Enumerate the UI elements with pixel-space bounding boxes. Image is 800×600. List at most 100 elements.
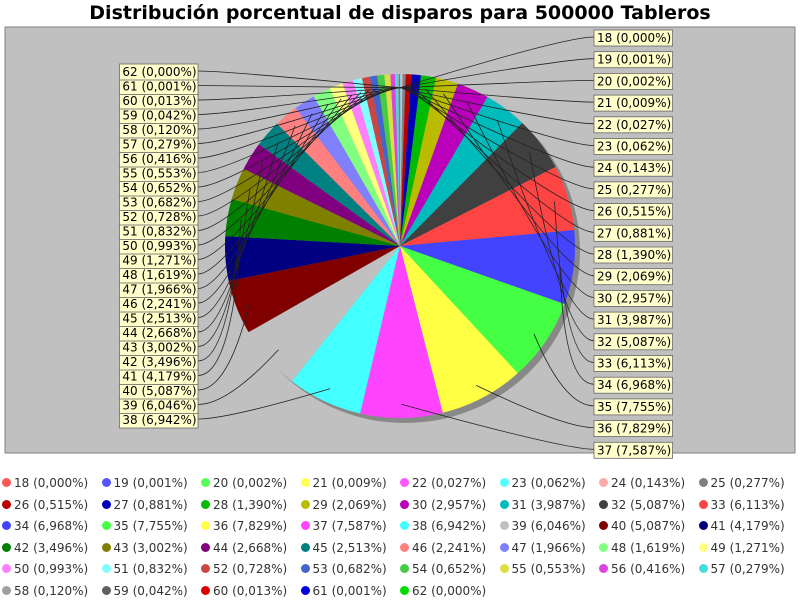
pie-slice-53[interactable] xyxy=(369,75,400,247)
slice-label-42: 42 (3,496%) xyxy=(119,353,199,371)
legend-item-33: 33 (6,113%) xyxy=(698,498,785,512)
pie-slice-41[interactable] xyxy=(225,236,400,282)
legend-item-47: 47 (1,966%) xyxy=(499,541,586,555)
pie-slice-48[interactable] xyxy=(313,88,400,246)
leader-line-33 xyxy=(554,201,595,363)
pie-slice-58[interactable] xyxy=(398,74,400,246)
pie-slice-29[interactable] xyxy=(400,77,458,246)
legend-item-62: 62 (0,000%) xyxy=(400,584,486,598)
legend-swatch xyxy=(499,564,509,574)
pie-slice-54[interactable] xyxy=(377,74,400,246)
legend-label: 60 (0,013%) xyxy=(213,584,288,598)
slice-label-51: 51 (0,832%) xyxy=(119,223,199,240)
legend-swatch xyxy=(698,542,708,552)
legend-label: 30 (2,957%) xyxy=(412,497,487,512)
legend-label: 26 (0,515%) xyxy=(14,497,89,512)
legend-label: 57 (0,279%) xyxy=(710,562,785,577)
legend-item-49: 49 (1,271%) xyxy=(698,541,785,555)
legend-swatch xyxy=(698,499,708,509)
slice-label-text: 60 (0,013%) xyxy=(122,94,196,108)
slice-label-49: 49 (1,271%) xyxy=(119,252,199,269)
pie-slice-33[interactable] xyxy=(400,167,575,246)
legend-swatch xyxy=(201,542,210,552)
legend-item-25: 25 (0,277%) xyxy=(698,476,785,490)
slice-label-text: 51 (0,832%) xyxy=(122,225,196,239)
pie-slice-39[interactable] xyxy=(248,246,400,382)
legend-item-46: 46 (2,241%) xyxy=(400,541,486,555)
pie-slice-31[interactable] xyxy=(400,97,523,246)
slice-label-text: 46 (2,241%) xyxy=(122,297,196,311)
legend-item-39: 39 (6,046%) xyxy=(499,519,586,533)
pie-slice-38[interactable] xyxy=(291,246,400,414)
slice-label-text: 22 (0,027%) xyxy=(597,118,671,132)
legend-label: 50 (0,993%) xyxy=(14,562,89,577)
pie-slice-37[interactable] xyxy=(360,246,443,418)
pie-slice-32[interactable] xyxy=(400,123,556,246)
slice-label-text: 44 (2,668%) xyxy=(122,326,196,340)
pie-slice-56[interactable] xyxy=(390,74,400,246)
legend-item-40: 40 (5,087%) xyxy=(599,519,685,533)
pie-slice-57[interactable] xyxy=(394,74,400,246)
pie-slice-43[interactable] xyxy=(231,168,400,246)
slice-label-20: 20 (0,002%) xyxy=(593,73,673,90)
slice-label-41: 41 (4,179%) xyxy=(119,368,199,385)
legend-swatch xyxy=(698,564,708,574)
legend-label: 44 (2,668%) xyxy=(213,540,288,555)
pie-slice-24[interactable] xyxy=(400,74,403,246)
pie-slice-46[interactable] xyxy=(276,107,400,246)
legend-swatch xyxy=(201,564,210,574)
legend-label: 61 (0,001%) xyxy=(312,584,387,598)
pie-slice-25[interactable] xyxy=(400,74,406,247)
slice-label-text: 50 (0,993%) xyxy=(122,239,196,253)
pie-slice-40[interactable] xyxy=(228,246,400,333)
slice-label-53: 53 (0,682%) xyxy=(119,194,199,211)
legend-swatch xyxy=(201,478,210,487)
pie-slice-47[interactable] xyxy=(295,96,400,247)
pie-slice-52[interactable] xyxy=(361,76,400,246)
legend-item-37: 37 (7,587%) xyxy=(300,519,387,534)
pie-slice-42[interactable] xyxy=(225,198,400,246)
legend-swatch xyxy=(599,564,608,574)
leader-line-57 xyxy=(197,87,397,144)
pie-slice-26[interactable] xyxy=(400,74,412,246)
legend-label: 40 (5,087%) xyxy=(611,519,686,534)
legend-swatch xyxy=(300,542,310,552)
legend-label: 37 (7,587%) xyxy=(312,519,387,534)
pie-slice-51[interactable] xyxy=(353,78,400,246)
legend-item-59: 59 (0,042%) xyxy=(101,584,188,598)
legend-swatch xyxy=(101,521,111,531)
legend-item-35: 35 (7,755%) xyxy=(101,519,188,534)
legend-swatch xyxy=(101,542,111,552)
pie-slice-50[interactable] xyxy=(342,80,400,246)
leader-line-45 xyxy=(197,142,279,318)
slice-label-box xyxy=(593,355,673,372)
pie-slice-59[interactable] xyxy=(399,74,400,247)
legend-swatch xyxy=(300,564,310,574)
legend-item-29: 29 (2,069%) xyxy=(300,498,387,512)
pie-slice-27[interactable] xyxy=(400,74,422,246)
legend-item-61: 61 (0,001%) xyxy=(300,584,387,598)
slice-label-box xyxy=(119,63,199,81)
legend-label: 35 (7,755%) xyxy=(113,519,188,534)
leader-line-49 xyxy=(197,98,342,260)
slice-label-27: 27 (0,881%) xyxy=(593,224,673,242)
legend-label: 28 (1,390%) xyxy=(213,497,288,512)
leader-line-54 xyxy=(197,88,383,188)
pie-slice-49[interactable] xyxy=(329,83,400,246)
pie-slice-35[interactable] xyxy=(400,246,565,374)
pie-slice-36[interactable] xyxy=(400,246,518,413)
legend-item-27: 27 (0,881%) xyxy=(101,498,188,512)
legend-swatch xyxy=(2,521,11,531)
legend-swatch xyxy=(499,499,509,509)
pie-slice-23[interactable] xyxy=(400,74,402,246)
slice-label-text: 41 (4,179%) xyxy=(122,370,196,384)
legend-item-28: 28 (1,390%) xyxy=(201,498,287,512)
leader-line-38 xyxy=(197,388,331,420)
pie-slice-30[interactable] xyxy=(400,83,488,247)
pie-slice-34[interactable] xyxy=(400,230,575,305)
pie-slice-55[interactable] xyxy=(384,74,400,246)
slice-label-box xyxy=(593,268,673,286)
legend-swatch xyxy=(698,521,708,531)
pie-slice-28[interactable] xyxy=(400,75,437,246)
slice-label-text: 48 (1,619%) xyxy=(122,268,196,282)
